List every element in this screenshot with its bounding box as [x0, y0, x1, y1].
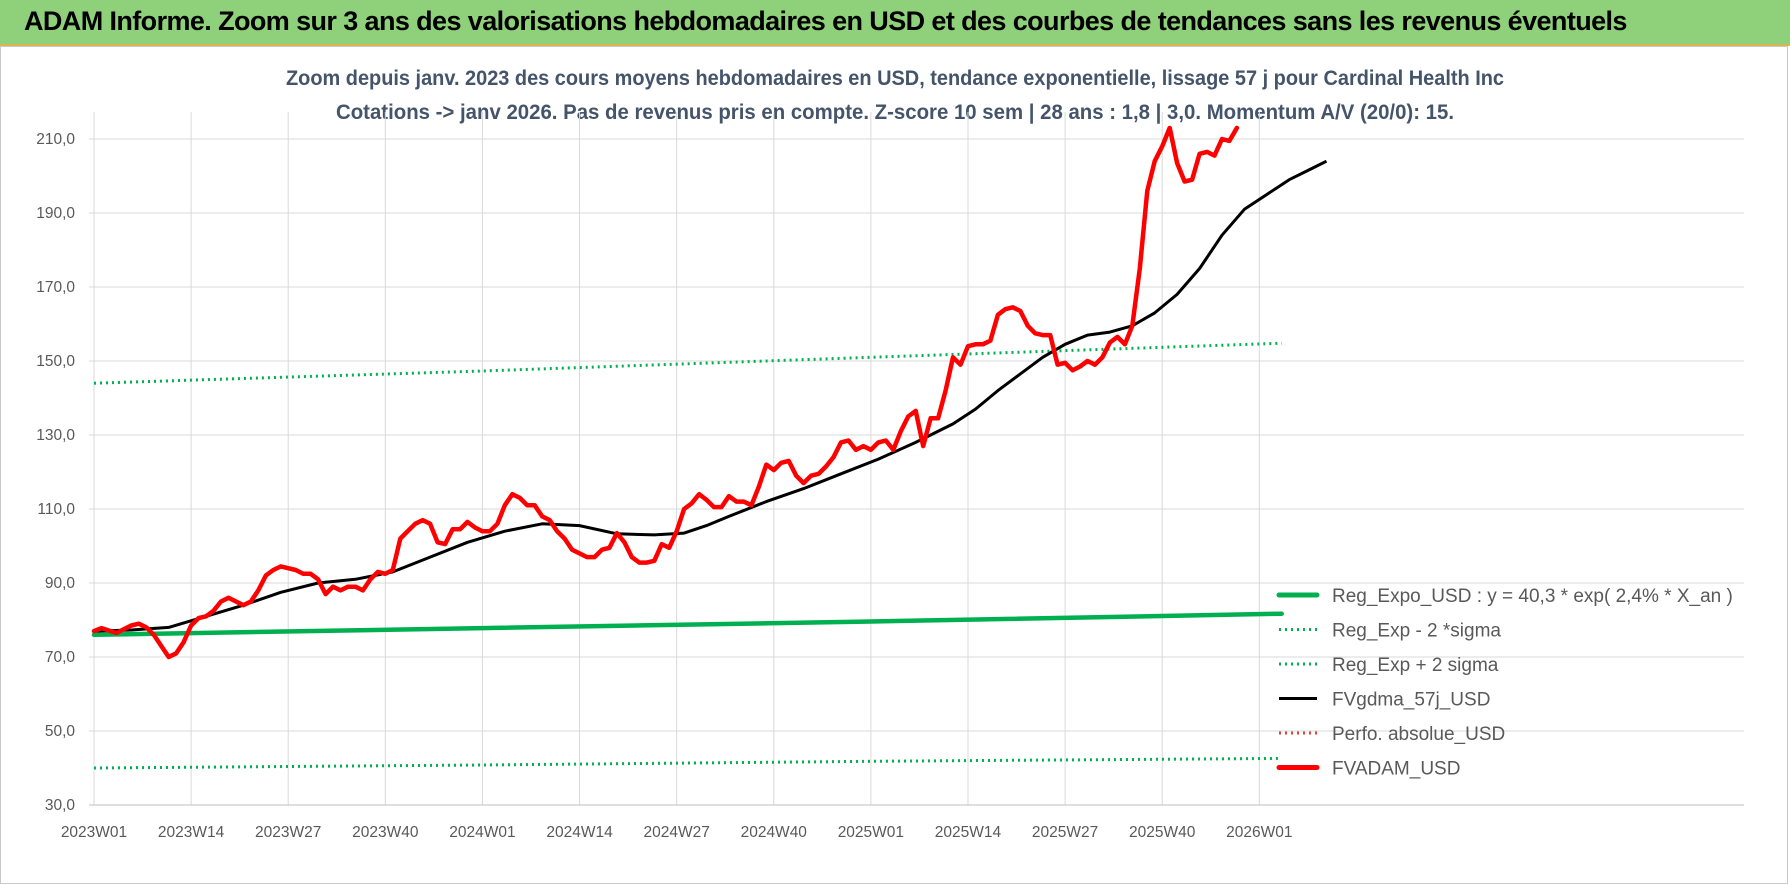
y-tick-label: 110,0: [37, 501, 75, 518]
x-tick-label: 2023W40: [352, 824, 419, 841]
legend-label: Reg_Exp - 2 *sigma: [1332, 621, 1501, 642]
line-chart: Zoom depuis janv. 2023 des cours moyens …: [36, 67, 1744, 841]
x-tick-label: 2025W14: [935, 824, 1002, 841]
gridlines: [89, 112, 1744, 806]
legend-label: Perfo. absolue_USD: [1332, 724, 1505, 745]
header-banner: ADAM Informe. Zoom sur 3 ans des valoris…: [0, 0, 1790, 46]
y-tick-label: 190,0: [36, 205, 75, 222]
y-axis: 30,0 50,0 70,0 90,0 110,0 130,0 150,0 170,0 190,…: [36, 131, 75, 814]
y-tick-label: 170,0: [36, 279, 75, 296]
x-tick-label: 2025W27: [1032, 824, 1098, 841]
y-tick-label: 90,0: [45, 575, 76, 592]
legend: Reg_Expo_USD : y = 40,3 * exp( 2,4% * X_…: [1276, 586, 1733, 780]
series-group: [91, 125, 1328, 770]
legend-label: Reg_Expo_USD : y = 40,3 * exp( 2,4% * X_…: [1332, 586, 1733, 607]
series-1-line: [93, 756, 1282, 770]
series-2-line: [93, 341, 1282, 385]
banner-title: ADAM Informe. Zoom sur 3 ans des valoris…: [24, 6, 1627, 36]
chart-frame: Zoom depuis janv. 2023 des cours moyens …: [0, 46, 1788, 884]
legend-label: FVgdma_57j_USD: [1332, 690, 1490, 711]
x-tick-label: 2025W40: [1129, 824, 1196, 841]
series-5-line: [91, 125, 1240, 660]
x-tick-label: 2024W40: [741, 824, 808, 841]
legend-label: Reg_Exp + 2 sigma: [1332, 655, 1499, 676]
chart-title-line2: Cotations -> janv 2026. Pas de revenus p…: [336, 101, 1454, 124]
y-tick-label: 130,0: [36, 427, 75, 444]
x-tick-label: 2024W14: [546, 824, 613, 841]
series-3-line: [93, 159, 1328, 633]
y-tick-label: 210,0: [36, 131, 75, 148]
x-tick-label: 2026W01: [1226, 824, 1292, 841]
y-tick-label: 70,0: [45, 649, 76, 666]
x-tick-label: 2023W01: [61, 824, 127, 841]
x-tick-label: 2024W27: [643, 824, 709, 841]
x-tick-label: 2025W01: [838, 824, 904, 841]
x-axis: 2023W01 2023W14 2023W27 2023W40 2024W01 2024W…: [61, 804, 1744, 841]
chart-title-line1: Zoom depuis janv. 2023 des cours moyens …: [286, 67, 1504, 90]
x-tick-label: 2024W01: [449, 824, 515, 841]
series-0-line: [91, 611, 1284, 638]
x-tick-label: 2023W14: [158, 824, 225, 841]
legend-label: FVADAM_USD: [1332, 759, 1460, 780]
x-tick-label: 2023W27: [255, 824, 321, 841]
y-tick-label: 50,0: [45, 723, 76, 740]
y-tick-label: 150,0: [36, 353, 75, 370]
y-tick-label: 30,0: [45, 797, 76, 814]
